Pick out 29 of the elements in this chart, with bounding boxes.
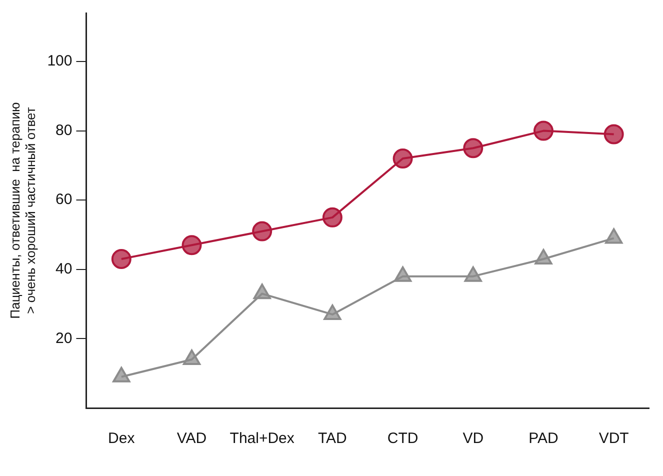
x-tick-label: VD: [462, 430, 484, 448]
point: [533, 120, 554, 141]
point: [394, 266, 412, 282]
point: [253, 284, 271, 300]
point: [464, 266, 482, 282]
point: [463, 138, 484, 158]
y-tick-label: 100: [47, 52, 72, 70]
y-axis-title: Пациенты, ответившие на терапию > очень хороший частичный ответ: [7, 102, 38, 319]
x-tick-label: VDT: [598, 430, 629, 448]
point: [112, 366, 130, 382]
point: [182, 349, 201, 365]
point: [322, 207, 342, 228]
y-tick-label: 20: [56, 330, 72, 347]
point: [605, 228, 623, 244]
point: [604, 124, 624, 144]
y-tick-label: 60: [56, 191, 72, 208]
point: [324, 304, 342, 320]
point: [392, 148, 413, 169]
y-tick-label: 80: [56, 122, 72, 139]
x-tick-label: VAD: [176, 430, 207, 448]
point: [534, 249, 552, 265]
y-tick-label: 40: [56, 260, 72, 278]
x-tick-label: PAD: [528, 430, 559, 448]
x-tick-label: Thal+Dex: [230, 430, 295, 448]
point: [252, 221, 272, 242]
x-tick-label: TAD: [318, 430, 348, 448]
x-tick-label: Dex: [108, 430, 136, 448]
x-tick-label: CTD: [387, 430, 418, 448]
point: [182, 235, 202, 256]
